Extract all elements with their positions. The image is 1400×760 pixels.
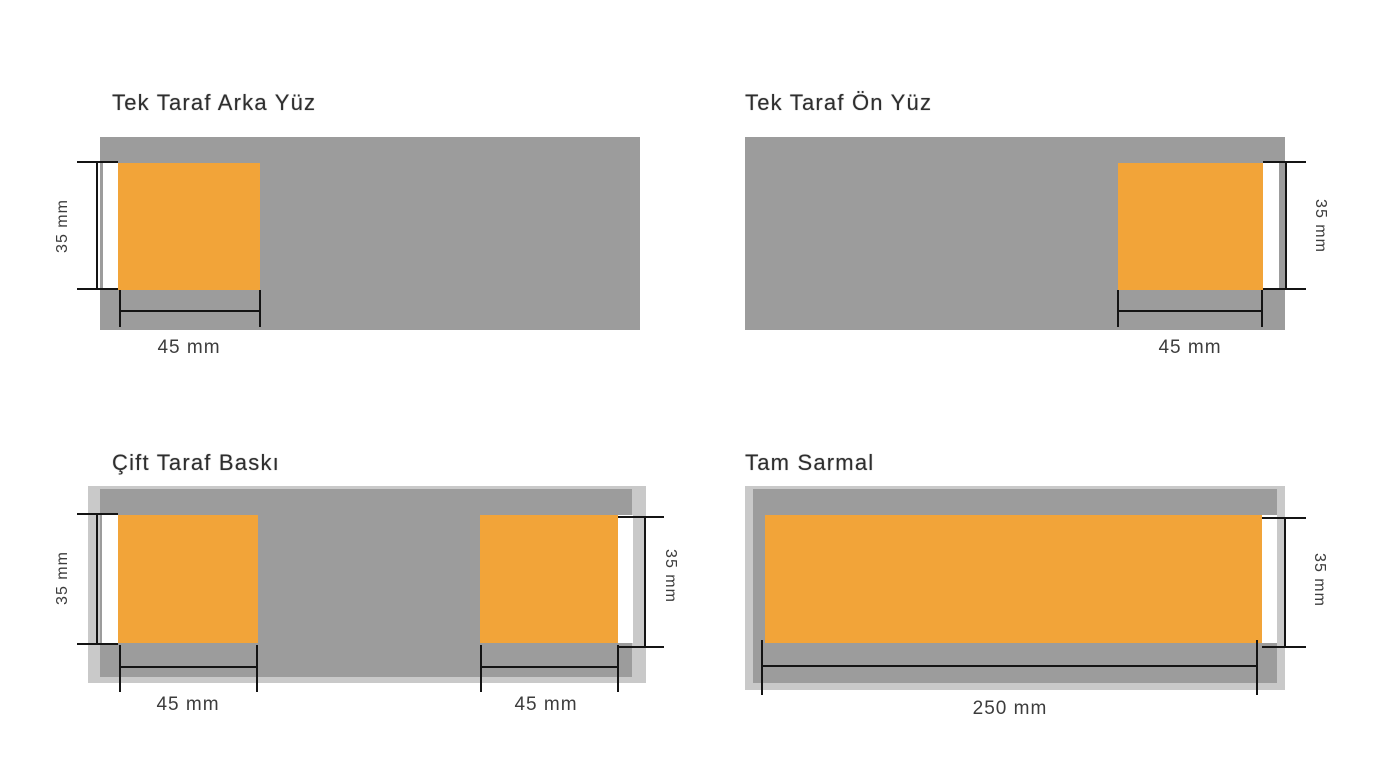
dim-tick	[618, 646, 664, 648]
dim-line-vertical	[644, 517, 646, 647]
width-dimension-label-right: 45 mm	[514, 694, 578, 715]
height-dimension-label: 35 mm	[1312, 199, 1329, 253]
dim-tick	[480, 645, 482, 692]
panel-title-tam-sarmal: Tam Sarmal	[745, 450, 875, 475]
dim-line-horizontal	[761, 665, 1258, 667]
dim-tick	[1261, 290, 1263, 327]
height-dimension-label-right: 35 mm	[662, 549, 679, 603]
dim-tick	[618, 516, 664, 518]
height-dimension-label-left: 35 mm	[54, 551, 71, 605]
dim-line-vertical	[96, 162, 98, 290]
dim-tick	[761, 640, 763, 695]
dim-tick	[119, 290, 121, 327]
panel-title-cift-taraf-baski: Çift Taraf Baskı	[112, 450, 280, 475]
print-area	[118, 163, 260, 290]
dim-tick	[617, 645, 619, 692]
dim-tick	[119, 645, 121, 692]
panel-title-tek-taraf-on-yuz: Tek Taraf Ön Yüz	[745, 90, 933, 115]
dim-tick	[77, 161, 118, 163]
width-dimension-label: 250 mm	[972, 698, 1048, 719]
dim-tick	[77, 513, 118, 515]
dim-line-vertical	[96, 514, 98, 644]
height-dimension-label: 35 mm	[54, 199, 71, 253]
margin-strip	[102, 515, 118, 643]
dim-line-horizontal	[119, 666, 258, 668]
dim-tick	[256, 645, 258, 692]
dim-line-vertical	[1285, 162, 1287, 290]
print-area	[1118, 163, 1263, 290]
width-dimension-label: 45 mm	[1158, 337, 1222, 358]
dim-tick	[1262, 646, 1306, 648]
dim-tick	[1263, 161, 1306, 163]
margin-strip	[1262, 515, 1277, 643]
dim-tick	[1256, 640, 1258, 695]
print-area-full-wrap	[765, 515, 1262, 643]
dim-tick	[1262, 517, 1306, 519]
dim-tick	[1117, 290, 1119, 327]
print-area-left	[118, 515, 258, 643]
width-dimension-label: 45 mm	[157, 337, 221, 358]
dim-tick	[77, 643, 118, 645]
margin-strip	[618, 515, 633, 643]
dim-line-horizontal	[480, 666, 619, 668]
dim-line-vertical	[1284, 518, 1286, 648]
dim-line-horizontal	[1117, 310, 1263, 312]
dim-tick	[77, 288, 118, 290]
dim-line-horizontal	[119, 310, 261, 312]
margin-strip	[103, 163, 118, 290]
width-dimension-label-left: 45 mm	[156, 694, 220, 715]
panel-title-tek-taraf-arka-yuz: Tek Taraf Arka Yüz	[112, 90, 317, 115]
height-dimension-label: 35 mm	[1311, 553, 1328, 607]
dim-tick	[1263, 288, 1306, 290]
dim-tick	[259, 290, 261, 327]
print-area-right	[480, 515, 618, 643]
margin-strip	[1263, 163, 1279, 290]
